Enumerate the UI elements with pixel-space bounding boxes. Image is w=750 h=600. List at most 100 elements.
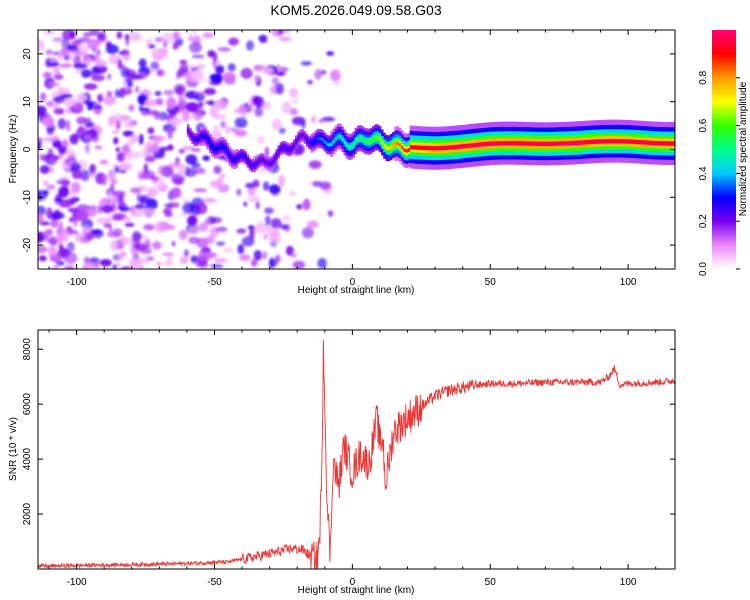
noise-cell (256, 135, 265, 145)
noise-cell (79, 169, 91, 181)
ridge-cell (286, 147, 289, 151)
ridge-cell (253, 163, 256, 168)
noise-cell (185, 167, 198, 177)
noise-cell (188, 236, 200, 244)
noise-cell (114, 89, 120, 98)
noise-cell (38, 214, 44, 224)
noise-cell (150, 61, 160, 71)
ridge-cell (226, 150, 230, 155)
ridge-cell (389, 145, 393, 149)
noise-cell (142, 208, 156, 216)
ridge-cell (239, 153, 243, 158)
ridge-cell (350, 144, 353, 149)
noise-cell (161, 252, 175, 257)
ridge-cell (467, 143, 470, 148)
noise-cell (45, 49, 54, 56)
noise-cell (94, 145, 103, 150)
ridge-cell (385, 146, 389, 150)
ridge-cell (363, 139, 366, 143)
ridge-cell (590, 139, 594, 144)
ridge-cell (297, 136, 300, 140)
ridge-cell (409, 144, 413, 150)
ridge-cell (235, 156, 238, 161)
ridge-cell (665, 141, 669, 146)
ridge-cell (650, 140, 653, 145)
snr-x-tick-label: 100 (620, 577, 637, 588)
ridge-cell (577, 140, 580, 145)
noise-cell (244, 102, 249, 108)
ridge-cell (654, 141, 658, 146)
ridge-cell (663, 141, 666, 146)
noise-cell (116, 31, 123, 39)
ridge-cell (480, 142, 483, 147)
noise-cell (109, 183, 115, 190)
noise-cell (77, 125, 85, 135)
noise-cell (263, 234, 268, 240)
noise-cell (60, 47, 69, 57)
noise-cell (156, 261, 163, 267)
ridge-cell (634, 139, 638, 145)
ridge-cell (509, 141, 512, 146)
noise-cell (73, 55, 82, 68)
noise-cell (57, 86, 64, 96)
ridge-cell (639, 140, 642, 145)
noise-cell (261, 67, 274, 75)
colorbar-label: Normalized spectral amplitude (738, 81, 749, 216)
noise-cell (269, 184, 281, 195)
noise-cell (155, 98, 164, 106)
ridge-cell (458, 144, 461, 149)
ridge-cell (330, 142, 333, 146)
ridge-cell (645, 140, 649, 145)
noise-cell (42, 71, 52, 79)
noise-cell (289, 191, 296, 196)
ridge-cell (332, 139, 336, 144)
ridge-cell (659, 141, 662, 146)
ridge-cell (204, 135, 208, 139)
ridge-cell (599, 139, 602, 144)
noise-cell (146, 187, 159, 198)
noise-cell (185, 102, 199, 113)
noise-cell (64, 156, 78, 167)
noise-cell (228, 37, 240, 46)
ridge-cell (506, 141, 510, 146)
noise-cell (277, 30, 284, 35)
noise-cell (321, 116, 335, 122)
noise-cell (53, 66, 61, 77)
ridge-cell (396, 141, 400, 146)
noise-cell (102, 174, 107, 186)
spectrogram-x-tick-label: 50 (485, 277, 497, 288)
noise-cell (217, 176, 224, 186)
noise-cell (49, 156, 56, 163)
ridge-cell (500, 141, 503, 146)
noise-cell (119, 86, 133, 95)
spectrogram-y-tick-label: 20 (22, 48, 33, 60)
noise-cell (247, 225, 255, 230)
ridge-cell (231, 157, 234, 161)
ridge-cell (359, 136, 362, 140)
noise-cell (46, 207, 53, 220)
ridge-cell (319, 136, 322, 141)
noise-cell (137, 264, 145, 269)
noise-cell (70, 181, 81, 194)
noise-cell (63, 264, 74, 269)
noise-cell (38, 39, 44, 45)
noise-cell (195, 167, 206, 174)
noise-cell (158, 111, 169, 121)
noise-cell (278, 127, 286, 134)
ridge-cell (524, 141, 527, 146)
ridge-cell (482, 142, 486, 147)
noise-cell (209, 73, 224, 82)
colorbar-tick-label: 0.0 (698, 262, 709, 276)
spectrogram-x-tick-label: -50 (207, 277, 222, 288)
noise-cell (191, 113, 198, 119)
noise-cell (38, 137, 43, 145)
noise-cell (97, 205, 103, 214)
ridge-cell (339, 134, 342, 139)
ridge-cell (628, 139, 631, 144)
ridge-cell (387, 146, 391, 150)
noise-cell (179, 256, 189, 265)
ridge-cell (491, 141, 494, 146)
ridge-cell (414, 145, 417, 150)
